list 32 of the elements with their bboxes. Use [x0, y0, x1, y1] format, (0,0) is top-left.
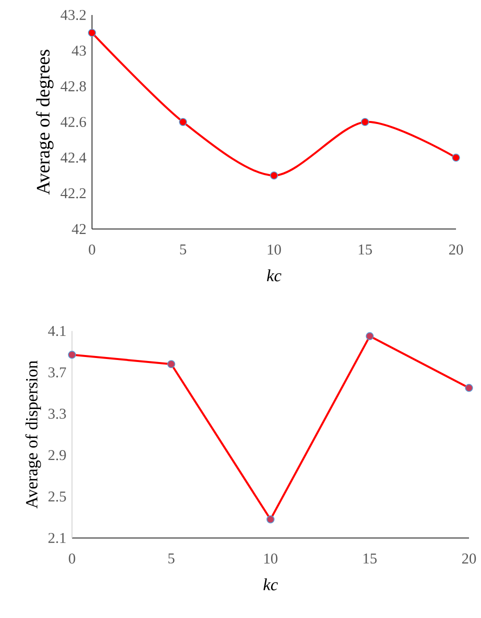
x-tick-label: 0	[68, 554, 76, 564]
x-tick-label: 10	[268, 244, 281, 255]
point	[179, 118, 187, 126]
x-tick-label: 15	[364, 554, 377, 564]
x-tick-label: 10	[264, 554, 278, 564]
y-tick-label: 2.1	[48, 532, 66, 544]
x-tick-label: 0	[88, 244, 96, 255]
y-tick-label: 42.2	[60, 188, 86, 198]
y-tick-label: 3.7	[48, 367, 66, 378]
x-axis-title: kc	[266, 269, 282, 282]
y-tick-label: 4.1	[48, 326, 66, 336]
y-tick-label: 42.4	[60, 152, 86, 163]
y-axis-title: Average of degrees	[36, 50, 54, 195]
y-tick-label: 42	[72, 224, 86, 234]
y-tick-label: 42.6	[60, 116, 86, 128]
x-tick-label: 15	[358, 244, 372, 255]
y-tick-label: 43	[72, 46, 86, 56]
y-tick-label: 43.2	[60, 10, 86, 20]
y-tick-label: 3.3	[48, 408, 66, 419]
y-tick-label: 2.9	[48, 450, 66, 460]
x-axis-title: kc	[263, 578, 278, 590]
x-tick-label: 5	[180, 244, 186, 254]
y-axis-title: Average of dispersion	[25, 360, 41, 508]
y-tick-label: 42.8	[60, 81, 86, 92]
point	[452, 154, 460, 162]
point	[88, 28, 96, 37]
point	[361, 118, 369, 126]
y-tick-label: 2.5	[48, 492, 66, 502]
point	[270, 171, 278, 180]
x-tick-label: 20	[462, 554, 476, 564]
x-tick-label: 20	[449, 244, 463, 255]
x-tick-label: 5	[168, 554, 174, 564]
